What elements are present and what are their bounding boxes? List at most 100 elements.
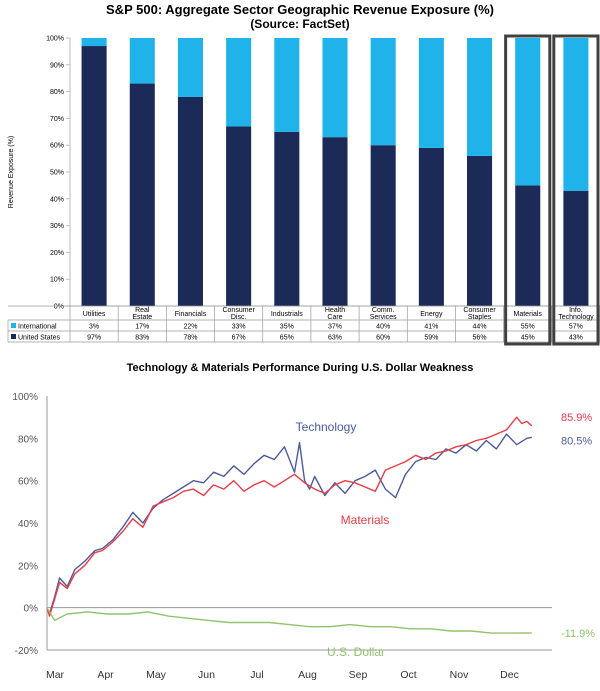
top-y-tick-label: 60%	[50, 143, 64, 150]
top-y-tick-label: 0%	[54, 304, 64, 311]
category-label-industrials: Industrials	[271, 311, 303, 318]
category-label-utilities: Utilities	[83, 311, 106, 318]
value-international-consumer-disc: 33%	[232, 324, 246, 331]
category-label-info-technology-line2: Technology	[558, 314, 594, 321]
bottom-chart-axes: -20% 0% 20% 40% 60% 80% 100% Mar Apr May Jun Jul Aug…	[12, 392, 552, 681]
category-label-comm-services-line2: Services	[370, 314, 397, 321]
category-label-real-estate-line2: Estate	[132, 314, 152, 321]
legend-label-united-states: United States	[18, 335, 61, 342]
value-united-states-financials: 78%	[183, 335, 197, 342]
top-y-tick-label: 50%	[50, 170, 64, 177]
end-label-u-s-dollar: -11.9%	[561, 628, 595, 640]
bottom-x-tick-label-jun: Jun	[198, 669, 215, 681]
category-label-info-technology: Info.	[569, 307, 583, 314]
bar-international-consumer-disc	[226, 38, 252, 127]
bar-united-states-health-care	[322, 137, 348, 306]
end-label-technology: 80.5%	[561, 435, 592, 447]
value-united-states-materials: 45%	[521, 335, 535, 342]
line-materials	[46, 416, 533, 617]
bottom-x-tick-label-aug: Aug	[298, 669, 317, 681]
category-label-consumer-staples-line2: Staples	[468, 314, 492, 321]
top-chart-ylabel: Revenue Exposure (%)	[8, 136, 15, 208]
value-international-consumer-staples: 44%	[473, 324, 487, 331]
legend-swatch-international	[11, 323, 16, 328]
performance-chart: Technology & Materials Performance Durin…	[12, 362, 595, 681]
bottom-x-tick-label-oct: Oct	[400, 669, 416, 681]
bottom-chart-title: Technology & Materials Performance Durin…	[127, 362, 474, 374]
value-united-states-industrials: 65%	[280, 335, 294, 342]
category-label-consumer-disc: Consumer	[222, 307, 255, 314]
category-label-financials: Financials	[175, 311, 207, 318]
top-y-tick-label: 30%	[50, 223, 64, 230]
bar-united-states-consumer-disc	[226, 126, 252, 306]
bottom-x-tick-label-jul: Jul	[250, 669, 263, 681]
value-international-financials: 22%	[183, 324, 197, 331]
bottom-x-tick-label-apr: Apr	[97, 669, 114, 681]
bottom-x-tick-label-dec: Dec	[500, 669, 519, 681]
bar-international-utilities	[81, 38, 107, 47]
bottom-chart-labels: Technology 80.5% Materials 85.9% U.S. Dollar…	[296, 412, 596, 659]
category-label-consumer-disc-line2: Disc.	[231, 314, 247, 321]
category-label-comm-services: Comm.	[372, 307, 395, 314]
value-united-states-consumer-disc: 67%	[232, 335, 246, 342]
series-label-materials: Materials	[341, 513, 390, 527]
bottom-y-tick-label: 60%	[18, 477, 38, 488]
bottom-y-tick-label: 100%	[12, 392, 38, 403]
bar-international-consumer-staples	[467, 38, 493, 156]
value-united-states-utilities: 97%	[87, 335, 101, 342]
bottom-x-tick-label-nov: Nov	[450, 669, 469, 681]
bar-international-health-care	[322, 38, 348, 138]
top-y-tick-label: 90%	[50, 62, 64, 69]
legend-swatch-united-states	[11, 334, 16, 339]
line-u-s-dollar	[46, 607, 532, 634]
bar-international-comm-services	[370, 38, 396, 146]
sector-revenue-chart: S&P 500: Aggregate Sector Geographic Rev…	[7, 2, 600, 346]
bottom-y-tick-label: 40%	[18, 519, 38, 530]
top-y-tick-label: 40%	[50, 196, 64, 203]
bar-international-financials	[177, 38, 203, 97]
bottom-x-tick-label-may: May	[146, 669, 167, 681]
bar-united-states-financials	[177, 96, 203, 307]
value-international-health-care: 37%	[328, 324, 342, 331]
value-united-states-energy: 59%	[424, 335, 438, 342]
bar-international-real-estate	[129, 38, 155, 84]
bar-united-states-info-technology	[563, 190, 589, 306]
bar-international-energy	[418, 38, 444, 148]
top-y-tick-label: 70%	[50, 116, 64, 123]
value-united-states-health-care: 63%	[328, 335, 342, 342]
bar-international-materials	[515, 38, 541, 186]
bottom-y-tick-label: 80%	[18, 434, 38, 445]
top-y-tick-label: 20%	[50, 250, 64, 257]
category-label-real-estate: Real	[135, 307, 150, 314]
category-label-health-care: Health	[325, 307, 345, 314]
value-international-energy: 41%	[424, 324, 438, 331]
category-label-consumer-staples: Consumer	[463, 307, 496, 314]
bar-united-states-utilities	[81, 46, 107, 306]
end-label-materials: 85.9%	[561, 412, 592, 424]
bottom-y-tick-label: 0%	[24, 604, 39, 615]
bottom-x-tick-label-mar: Mar	[46, 669, 65, 681]
bar-united-states-real-estate	[129, 83, 155, 306]
bar-international-industrials	[274, 38, 300, 132]
top-chart-bars	[81, 38, 589, 307]
value-international-real-estate: 17%	[135, 324, 149, 331]
line-technology	[46, 433, 532, 615]
bar-international-info-technology	[563, 38, 589, 191]
series-label-u-s-dollar: U.S. Dollar	[327, 645, 385, 659]
bar-united-states-energy	[418, 147, 444, 306]
category-label-health-care-line2: Care	[327, 314, 342, 321]
bar-united-states-consumer-staples	[467, 155, 493, 306]
value-united-states-comm-services: 60%	[376, 335, 390, 342]
top-y-tick-label: 100%	[46, 36, 64, 43]
value-international-info-technology: 57%	[569, 324, 583, 331]
highlight-box-materials	[504, 34, 552, 346]
value-united-states-info-technology: 43%	[569, 335, 583, 342]
legend-label-international: International	[18, 324, 57, 331]
highlight-box-info-technology	[552, 34, 600, 346]
bar-united-states-industrials	[274, 131, 300, 306]
top-chart-subtitle: (Source: FactSet)	[250, 17, 349, 31]
series-label-technology: Technology	[296, 420, 357, 434]
value-united-states-real-estate: 83%	[135, 335, 149, 342]
